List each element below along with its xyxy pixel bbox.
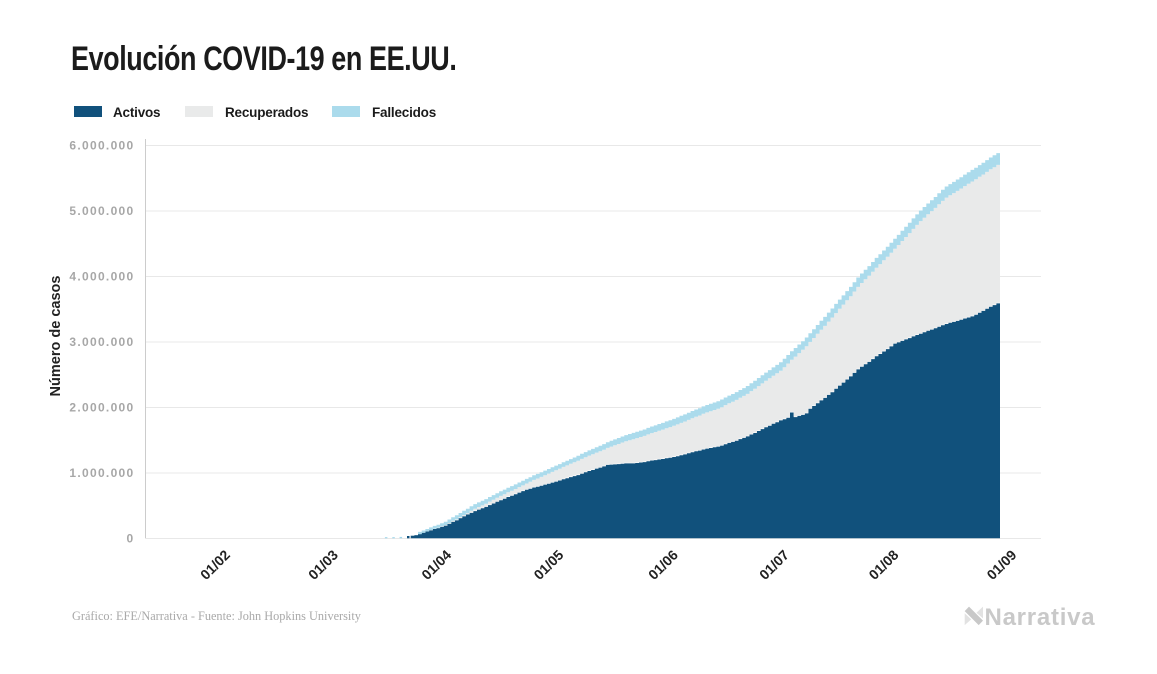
svg-text:2.000.000: 2.000.000 [69,401,134,415]
svg-text:01/07: 01/07 [756,546,792,582]
svg-text:4.000.000: 4.000.000 [69,270,134,284]
svg-text:01/05: 01/05 [530,546,566,582]
svg-text:6.000.000: 6.000.000 [69,139,134,153]
svg-text:01/02: 01/02 [197,546,233,582]
svg-text:01/04: 01/04 [418,546,454,582]
svg-text:0: 0 [127,532,135,546]
svg-text:1.000.000: 1.000.000 [69,466,134,480]
svg-text:01/03: 01/03 [305,546,341,582]
svg-text:01/06: 01/06 [645,546,681,582]
svg-text:01/09: 01/09 [983,546,1019,582]
svg-text:5.000.000: 5.000.000 [69,204,134,218]
svg-text:01/08: 01/08 [865,546,901,582]
svg-text:Número de casos: Número de casos [48,276,64,397]
svg-text:3.000.000: 3.000.000 [69,335,134,349]
